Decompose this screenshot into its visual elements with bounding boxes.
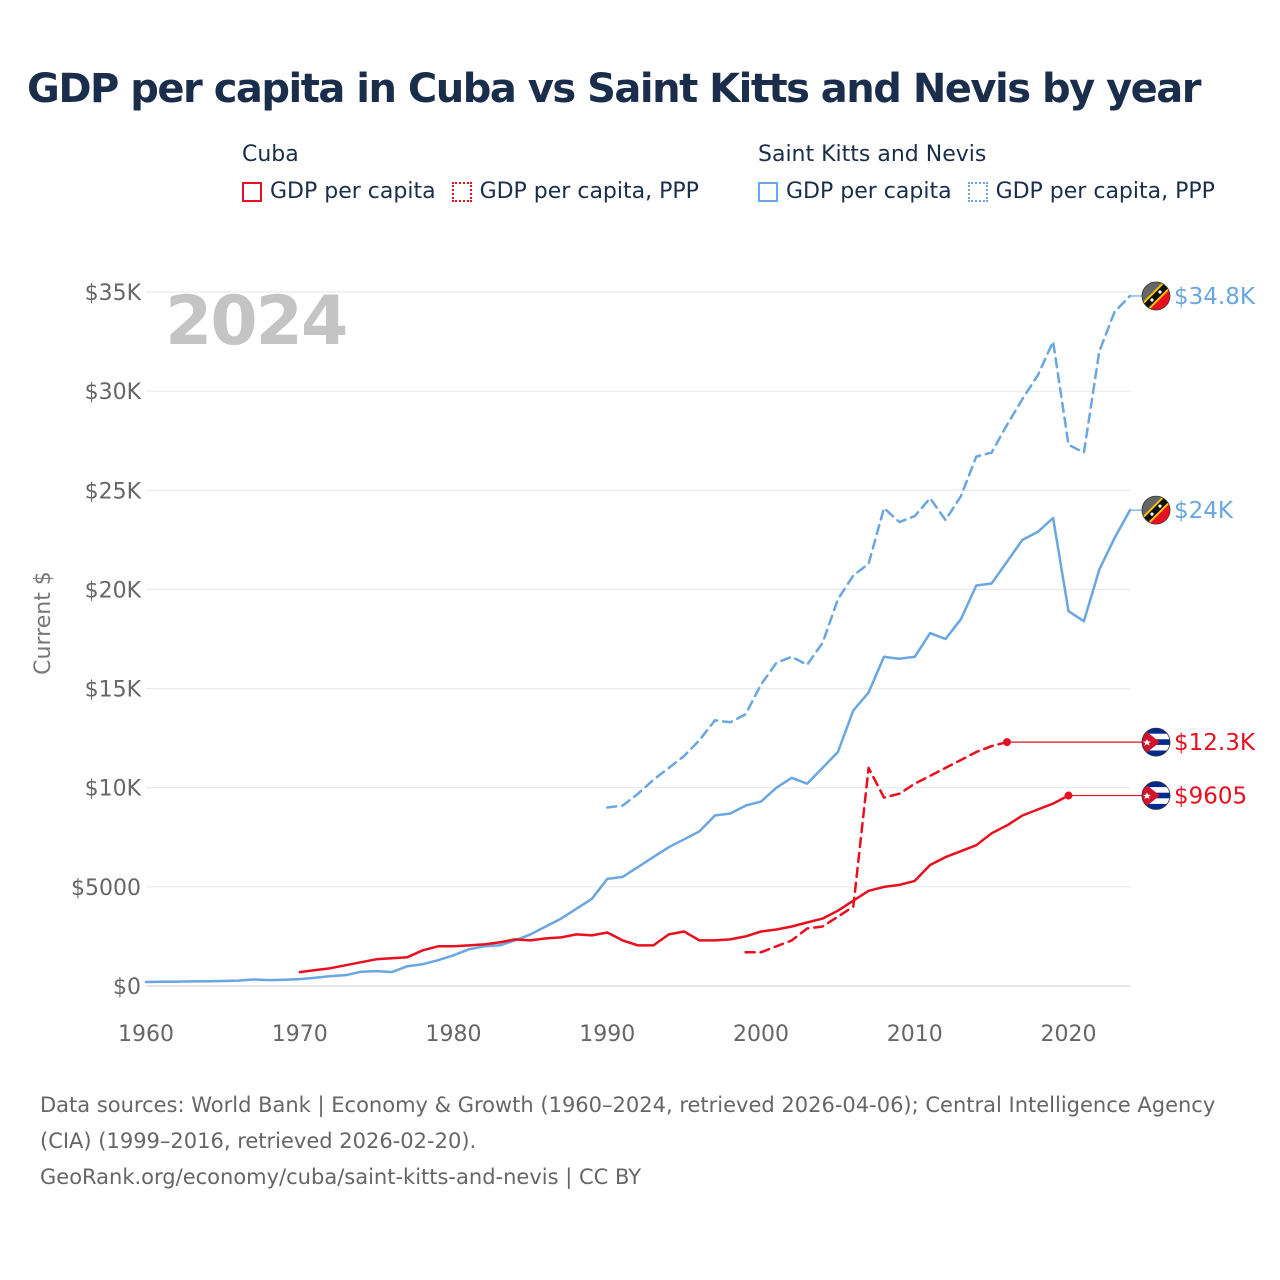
legend-swatch-dotted bbox=[967, 181, 988, 202]
legend-swatch-solid bbox=[758, 181, 778, 202]
legend-label: GDP per capita, PPP bbox=[995, 179, 1215, 204]
y-axis: $0 $5000 $10K $15K $20K $25K $30K $35K bbox=[71, 281, 142, 1000]
series-line-0 bbox=[606, 294, 1132, 809]
legend-item-skn-gdp[interactable]: GDP per capita bbox=[758, 179, 952, 204]
legend-label: GDP per capita bbox=[270, 179, 436, 204]
legend-item-skn-gdp-ppp[interactable]: GDP per capita, PPP bbox=[967, 179, 1215, 204]
legend-label: GDP per capita bbox=[786, 179, 952, 204]
series-line-3 bbox=[298, 794, 1070, 974]
x-tick-label: 2010 bbox=[887, 1022, 943, 1047]
series-end-label: $34.8K bbox=[1174, 284, 1256, 310]
year-overlay: 2024 bbox=[165, 282, 346, 361]
x-tick-label: 2000 bbox=[733, 1022, 789, 1047]
legend-group-title: Cuba bbox=[242, 142, 299, 167]
legend-swatch-solid bbox=[242, 181, 262, 202]
series-end-label: $24K bbox=[1174, 498, 1234, 524]
legend-group-saint-kitts-and-nevis: Saint Kitts and Nevis GDP per capita GDP… bbox=[758, 142, 1215, 204]
x-axis: 1960 1970 1980 1990 2000 2010 2020 bbox=[118, 1022, 1097, 1047]
y-tick-label: $35K bbox=[85, 281, 142, 306]
data-sources: Data sources: World Bank | Economy & Gro… bbox=[40, 1093, 1216, 1153]
x-tick-label: 1970 bbox=[272, 1022, 328, 1047]
chart-title: GDP per capita in Cuba vs Saint Kitts an… bbox=[27, 66, 1202, 112]
cuba-flag-icon bbox=[1141, 781, 1171, 810]
x-tick-label: 1980 bbox=[426, 1022, 482, 1047]
x-tick-label: 2020 bbox=[1041, 1022, 1097, 1047]
cuba-flag-icon bbox=[1141, 727, 1171, 757]
y-tick-label: $10K bbox=[85, 777, 142, 802]
y-tick-label: $20K bbox=[85, 578, 142, 603]
legend-group-cuba: Cuba GDP per capita GDP per capita, PPP bbox=[242, 142, 699, 204]
y-tick-label: $0 bbox=[113, 975, 141, 1000]
legend-group-title: Saint Kitts and Nevis bbox=[758, 142, 987, 167]
y-axis-label: Current $ bbox=[31, 571, 56, 675]
series-end-label: $12.3K bbox=[1174, 730, 1256, 756]
series-line-2 bbox=[744, 740, 1009, 954]
series-end-label: $9605 bbox=[1174, 784, 1247, 810]
x-tick-label: 1990 bbox=[579, 1022, 635, 1047]
legend-item-cuba-gdp-ppp[interactable]: GDP per capita, PPP bbox=[451, 179, 699, 204]
saint-kitts-and-nevis-flag-icon bbox=[1141, 495, 1171, 525]
legend-item-cuba-gdp[interactable]: GDP per capita bbox=[242, 179, 436, 204]
end-labels: $34.8K $24K $12.3K $9605 bbox=[1141, 281, 1256, 810]
y-tick-label: $15K bbox=[85, 678, 142, 703]
legend-swatch-dotted bbox=[451, 181, 472, 202]
y-tick-label: $25K bbox=[85, 479, 142, 504]
y-tick-label: $5000 bbox=[71, 876, 141, 901]
site-credit: GeoRank.org/economy/cuba/saint-kitts-and… bbox=[40, 1165, 642, 1189]
footer: Data sources: World Bank | Economy & Gro… bbox=[40, 1087, 1250, 1195]
legend-label: GDP per capita, PPP bbox=[479, 179, 699, 204]
series-group bbox=[144, 294, 1142, 984]
y-tick-label: $30K bbox=[85, 380, 142, 405]
saint-kitts-and-nevis-flag-icon bbox=[1141, 281, 1171, 311]
x-tick-label: 1960 bbox=[118, 1022, 174, 1047]
grid bbox=[146, 291, 1130, 987]
line-chart: 2024 $0 $5000 $10K $15K $20K $25K $30K $35K 196… bbox=[31, 281, 1256, 1047]
series-line-1 bbox=[144, 508, 1132, 984]
